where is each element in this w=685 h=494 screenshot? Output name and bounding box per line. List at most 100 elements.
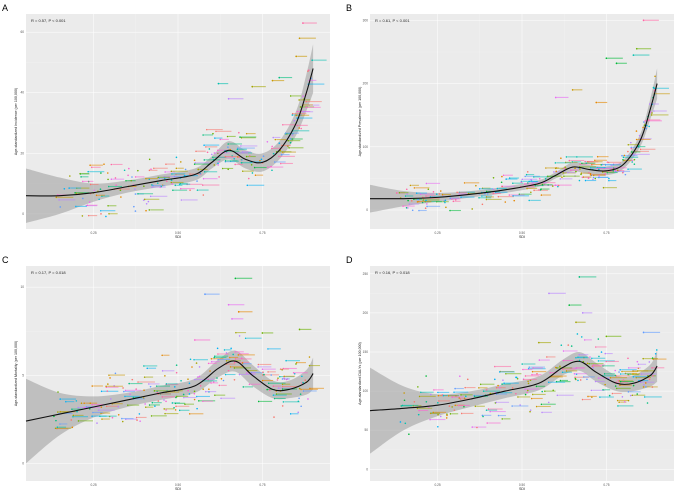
data-point	[400, 405, 403, 407]
data-point	[517, 396, 519, 398]
outlier-point	[605, 335, 608, 338]
point-label	[487, 198, 502, 200]
data-point	[205, 146, 207, 148]
data-point	[596, 167, 599, 170]
data-point	[592, 178, 594, 181]
point-label	[274, 385, 282, 387]
data-point	[238, 156, 240, 159]
data-point	[182, 393, 185, 396]
data-point	[77, 406, 80, 409]
point-label	[77, 187, 90, 189]
point-label	[420, 395, 436, 397]
data-point	[218, 176, 220, 178]
point-label	[533, 374, 542, 376]
point-label	[172, 170, 188, 172]
data-point	[137, 169, 139, 172]
data-point	[632, 384, 635, 387]
data-point	[654, 75, 656, 78]
data-point	[155, 385, 158, 387]
point-label	[160, 177, 170, 179]
data-point	[504, 201, 507, 203]
data-point	[215, 130, 217, 133]
data-point	[590, 167, 592, 169]
data-point	[608, 177, 610, 180]
data-point	[271, 147, 273, 150]
data-point	[580, 173, 582, 176]
point-label	[249, 369, 258, 372]
point-label	[549, 381, 566, 383]
point-label	[634, 54, 650, 56]
point-label	[236, 358, 252, 360]
point-label	[218, 149, 230, 151]
data-point	[475, 184, 477, 187]
data-point	[449, 209, 451, 212]
data-point	[631, 161, 633, 163]
point-label	[226, 156, 238, 158]
point-label	[127, 180, 136, 182]
data-point	[466, 378, 469, 381]
data-point	[562, 368, 564, 370]
point-label	[503, 418, 511, 420]
point-label	[561, 379, 568, 381]
correlation-annotation: R = 0.17, P = 0.018	[31, 270, 66, 275]
point-label	[597, 101, 608, 104]
data-point	[410, 200, 413, 202]
data-point	[449, 197, 452, 199]
data-point	[148, 158, 151, 161]
data-point	[147, 200, 150, 203]
point-label	[644, 19, 659, 21]
data-point	[420, 391, 422, 394]
data-point	[189, 189, 191, 191]
point-label	[646, 120, 662, 122]
point-label	[203, 400, 213, 402]
point-label	[500, 371, 515, 373]
data-point	[128, 167, 130, 170]
outlier-point	[605, 57, 608, 60]
data-point	[157, 400, 160, 402]
point-label	[297, 114, 310, 116]
data-point	[276, 379, 279, 381]
data-point	[236, 148, 239, 151]
data-point	[234, 163, 236, 166]
data-point	[189, 173, 191, 175]
data-point	[534, 184, 537, 187]
data-point	[242, 386, 245, 388]
point-label	[212, 382, 219, 384]
point-label	[502, 185, 515, 187]
data-point	[601, 163, 604, 166]
point-label	[283, 383, 291, 385]
data-point	[194, 378, 196, 381]
data-point	[482, 390, 485, 392]
point-label	[613, 392, 622, 395]
data-point	[159, 186, 162, 189]
data-point	[93, 189, 96, 192]
data-point	[627, 143, 630, 146]
point-label	[304, 111, 314, 113]
point-label	[410, 203, 420, 205]
data-point	[206, 128, 208, 131]
data-point	[633, 158, 636, 161]
data-point	[106, 172, 109, 174]
data-point	[591, 365, 594, 367]
data-point	[225, 360, 228, 362]
data-point	[164, 171, 166, 173]
point-label	[269, 382, 286, 384]
data-point	[453, 409, 456, 411]
point-label	[255, 166, 267, 169]
point-label	[146, 178, 158, 180]
point-label	[641, 138, 652, 140]
data-point	[85, 406, 88, 408]
point-label	[293, 130, 310, 132]
point-label	[76, 192, 90, 194]
point-label	[415, 187, 430, 189]
data-point	[238, 373, 241, 376]
data-point	[594, 177, 597, 180]
point-label	[494, 192, 501, 194]
point-label	[146, 406, 154, 408]
point-label	[623, 370, 638, 373]
point-label	[215, 355, 229, 357]
data-point	[464, 395, 467, 398]
data-point	[541, 411, 543, 414]
data-point	[100, 390, 103, 393]
point-label	[607, 360, 619, 363]
